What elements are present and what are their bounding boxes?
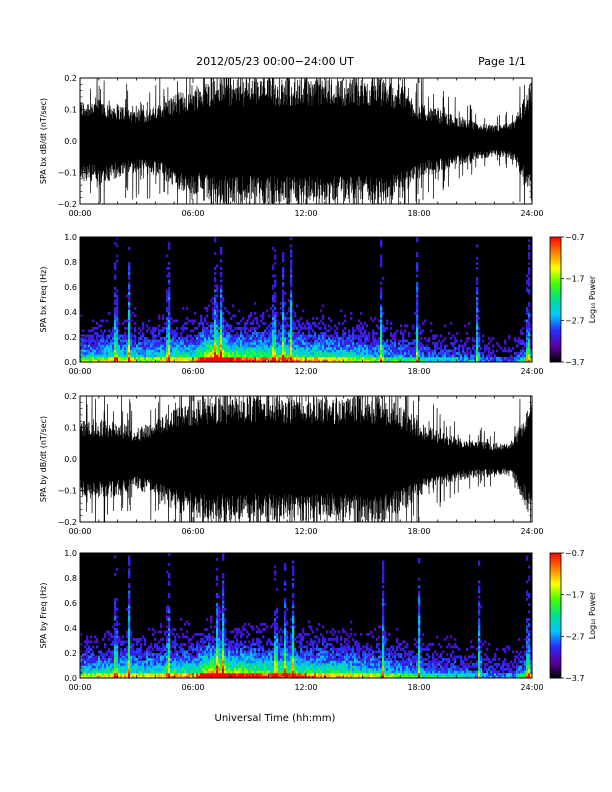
x-tick-label: 00:00 [68, 683, 91, 692]
colorbar-tick-label: −3.7 [565, 358, 584, 367]
panel-bx-freq: −0.7 −1.7 −2.7 −3.7 Log₁₀ Power 00:00 06:00 12:… [39, 233, 597, 376]
y-tick-label: 0.4 [64, 308, 77, 317]
x-tick-label: 24:00 [520, 209, 543, 218]
x-axis-title: Universal Time (hh:mm) [215, 713, 336, 724]
y-tick-label: 1.0 [64, 549, 77, 558]
x-tick-label: 06:00 [181, 209, 204, 218]
colorbar-tick-label: −2.7 [565, 632, 584, 641]
y-tick-label: 0.8 [64, 258, 77, 267]
x-tick-label: 24:00 [520, 367, 543, 376]
plot-area [80, 553, 532, 678]
y-axis-title: SPA by Freq (Hz) [39, 583, 48, 649]
y-tick-label: 0.1 [64, 106, 77, 115]
plot-area [80, 237, 532, 362]
colorbar-tick-label: −1.7 [565, 591, 584, 600]
x-tick-label: 24:00 [520, 527, 543, 536]
x-tick-label: 12:00 [294, 209, 317, 218]
x-tick-label: 12:00 [294, 367, 317, 376]
y-tick-label: −0.1 [58, 487, 77, 496]
x-tick-label: 00:00 [68, 527, 91, 536]
colorbar-tick-label: −0.7 [565, 233, 584, 242]
colorbar-label: Log₁₀ Power [588, 591, 597, 639]
y-axis-title: SPA bx Freq (Hz) [39, 267, 48, 333]
x-tick-label: 00:00 [68, 367, 91, 376]
y-tick-label: −0.2 [58, 518, 77, 527]
y-tick-label: 0.2 [64, 74, 77, 83]
y-tick-label: 0.6 [64, 283, 77, 292]
x-tick-label: 12:00 [294, 527, 317, 536]
x-tick-label: 00:00 [68, 209, 91, 218]
y-tick-label: 0.0 [64, 137, 77, 146]
colorbar-tick-label: −2.7 [565, 316, 584, 325]
y-tick-label: 0.4 [64, 624, 77, 633]
panel-bx-dbdt: 00:00 06:00 12:00 18:00 24:00 −0.2 −0.1 0.0 0.1 0… [39, 74, 544, 218]
plot-area [80, 78, 532, 204]
plot-area [80, 396, 532, 522]
spectrogram-cells [80, 237, 532, 362]
x-tick-label: 18:00 [407, 367, 430, 376]
figure-title: 2012/05/23 00:00−24:00 UT [196, 55, 354, 68]
y-axis-title: SPA by dB/dt (nT/sec) [39, 416, 48, 502]
page-indicator: Page 1/1 [478, 55, 526, 68]
spectrogram-cells [80, 553, 532, 678]
y-tick-label: 0.0 [64, 358, 77, 367]
y-tick-label: 0.2 [64, 333, 77, 342]
y-tick-label: 0.0 [64, 674, 77, 683]
x-tick-label: 18:00 [407, 527, 430, 536]
x-tick-label: 06:00 [181, 367, 204, 376]
y-axis-title: SPA bx dB/dt (nT/sec) [39, 98, 48, 184]
x-tick-label: 24:00 [520, 683, 543, 692]
y-tick-label: −0.2 [58, 200, 77, 209]
y-tick-label: 1.0 [64, 233, 77, 242]
x-tick-label: 18:00 [407, 683, 430, 692]
colorbar-tick-label: −3.7 [565, 674, 584, 683]
y-tick-label: 0.1 [64, 424, 77, 433]
colorbar-tick-label: −0.7 [565, 549, 584, 558]
y-tick-label: 0.0 [64, 455, 77, 464]
colorbar: −0.7 −1.7 −2.7 −3.7 Log₁₀ Power [549, 549, 597, 683]
y-tick-label: 0.2 [64, 392, 77, 401]
panel-by-freq: −0.7 −1.7 −2.7 −3.7 Log₁₀ Power 00:00 06:00 12:… [39, 549, 597, 692]
waveform-series [80, 396, 532, 522]
x-tick-label: 06:00 [181, 683, 204, 692]
colorbar: −0.7 −1.7 −2.7 −3.7 Log₁₀ Power [549, 233, 597, 367]
y-tick-label: 0.8 [64, 574, 77, 583]
y-tick-label: 0.6 [64, 599, 77, 608]
y-tick-label: 0.2 [64, 649, 77, 658]
colorbar-label: Log₁₀ Power [588, 275, 597, 323]
panel-by-dbdt: 00:00 06:00 12:00 18:00 24:00 −0.2 −0.1 0.0 0.1 0… [39, 392, 544, 536]
y-tick-label: −0.1 [58, 169, 77, 178]
colorbar-tick-label: −1.7 [565, 275, 584, 284]
x-tick-label: 12:00 [294, 683, 317, 692]
x-tick-label: 06:00 [181, 527, 204, 536]
x-tick-label: 18:00 [407, 209, 430, 218]
waveform-series [80, 78, 532, 204]
